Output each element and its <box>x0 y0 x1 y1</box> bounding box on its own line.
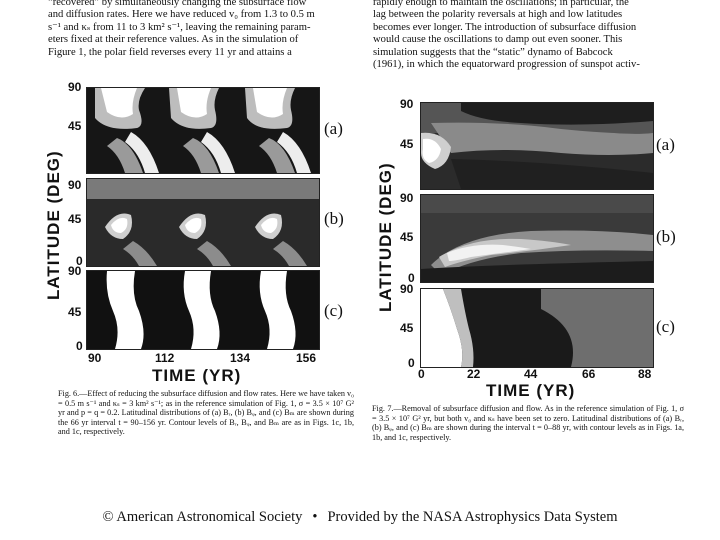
fig7-c-ytick-45: 45 <box>400 321 414 335</box>
figure-6: LATITUDE (DEG) <box>0 0 360 460</box>
fig7-a-ytick-90: 90 <box>400 97 414 111</box>
footer-copyright: © American Astronomical Society <box>102 509 303 525</box>
fig6-ylabel: LATITUDE (DEG) <box>44 150 63 300</box>
fig7-xlabel: TIME (YR) <box>486 381 576 400</box>
fig6-panel-a <box>86 87 320 174</box>
fig7-a-ytick-45: 45 <box>400 137 414 151</box>
fig6-caption: Fig. 6.—Effect of reducing the subsurfac… <box>58 389 354 437</box>
text-line: Figure 1, the polar field reverses every… <box>48 46 292 58</box>
fig7-b-ytick-0: 0 <box>408 271 415 285</box>
fig6-c-ytick-45: 45 <box>68 305 82 319</box>
fig6-xtick-112: 112 <box>155 351 175 365</box>
fig6-b-ytick-45: 45 <box>68 212 82 226</box>
fig7-c-ytick-90: 90 <box>400 282 414 296</box>
fig6-b-ytick-90: 90 <box>68 178 82 192</box>
text-line: simulation suggests that the “static” dy… <box>373 46 613 58</box>
fig7-c-ytick-0: 0 <box>408 356 415 370</box>
footer-provider: Provided by the NASA Astrophysics Data S… <box>327 509 618 525</box>
text-line: “recovered” by simultaneously changing t… <box>48 0 307 8</box>
fig7-label-a: (a) <box>656 135 675 154</box>
fig6-panel-b <box>86 178 320 267</box>
fig7-b-ytick-45: 45 <box>400 230 414 244</box>
footer: © American Astronomical Society • Provided… <box>0 509 720 526</box>
text-line: would cause the oscillations to damp out… <box>373 34 623 46</box>
right-column-text: rapidly enough to maintain the oscillati… <box>373 0 681 71</box>
fig6-a-ytick-90: 90 <box>68 80 82 94</box>
fig7-ylabel: LATITUDE (DEG) <box>376 162 395 312</box>
footer-separator: • <box>312 509 318 525</box>
text-line: lag between the polarity reversals at hi… <box>373 9 623 21</box>
fig6-label-b: (b) <box>324 209 344 228</box>
text-line: (1961), in which the equatorward progres… <box>373 59 640 71</box>
text-line: and diffusion rates. Here we have reduce… <box>48 9 315 21</box>
fig7-xtick-88: 88 <box>638 367 652 381</box>
fig7-caption: Fig. 7.—Removal of subsurface diffusion … <box>372 404 684 442</box>
figure-7: LATITUDE (DEG) 90 45 9 <box>360 0 720 460</box>
fig7-xtick-44: 44 <box>524 367 538 381</box>
fig6-panel-c <box>86 270 320 350</box>
text-line: s⁻¹ and κₛ from 11 to 3 km² s⁻¹, leaving… <box>48 21 311 33</box>
fig7-xtick-22: 22 <box>467 367 481 381</box>
left-column-text: “recovered” by simultaneously changing t… <box>48 0 350 59</box>
fig7-panel-a <box>420 102 654 190</box>
fig7-label-c: (c) <box>656 317 675 336</box>
fig6-xlabel: TIME (YR) <box>152 366 242 385</box>
text-line: becomes ever longer. The introduction of… <box>373 21 637 33</box>
fig6-xtick-90: 90 <box>88 351 102 365</box>
fig7-xtick-66: 66 <box>582 367 596 381</box>
fig6-xtick-134: 134 <box>230 351 251 365</box>
fig6-c-ytick-90: 90 <box>68 264 82 278</box>
fig7-panel-c <box>420 288 654 368</box>
fig7-label-b: (b) <box>656 227 676 246</box>
fig6-xtick-156: 156 <box>296 351 317 365</box>
fig6-a-ytick-45: 45 <box>68 119 82 133</box>
fig7-panel-b <box>420 194 654 283</box>
fig6-b-ytick-0: 0 <box>76 254 83 268</box>
fig6-label-a: (a) <box>324 119 343 138</box>
text-line: rapidly enough to maintain the oscillati… <box>373 0 629 8</box>
fig7-b-ytick-90: 90 <box>400 191 414 205</box>
fig6-c-ytick-0: 0 <box>76 339 83 353</box>
fig7-xtick-0: 0 <box>418 367 425 381</box>
text-line: eters fixed at their reference values. A… <box>48 34 299 46</box>
fig6-label-c: (c) <box>324 301 343 320</box>
